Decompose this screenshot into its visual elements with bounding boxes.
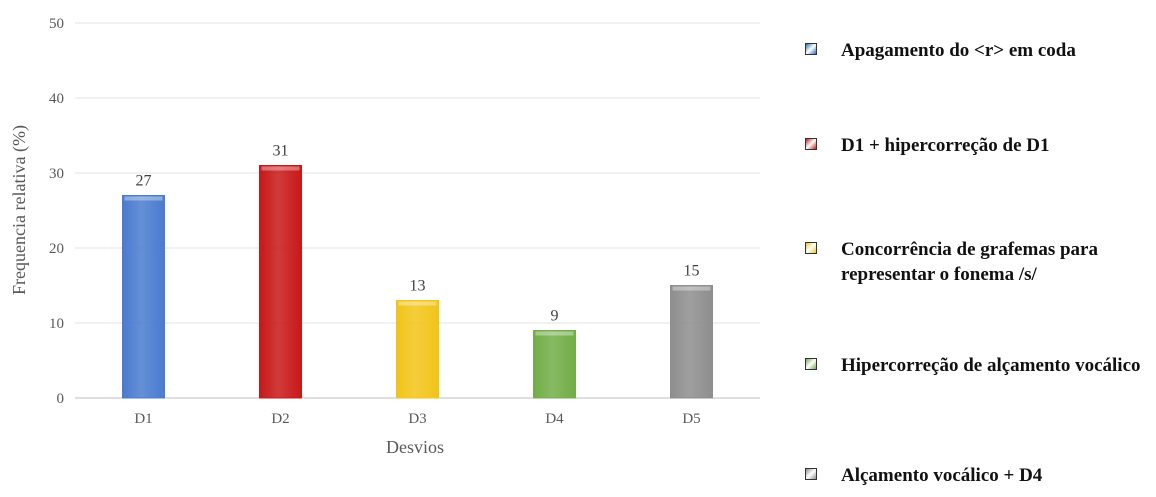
y-tick-label: 30 (49, 166, 64, 182)
x-tick-label-d4: D4 (545, 411, 564, 427)
data-label-d5: 15 (684, 263, 700, 280)
y-tick-label: 20 (49, 241, 64, 257)
bar-chart: 0 10 20 30 40 50 27 31 13 9 15 D1 D2 D3 D4 D5 Desvios… (9, 16, 760, 457)
bar-highlight-d1 (124, 196, 163, 201)
x-tick-label-d5: D5 (682, 411, 700, 427)
legend-swatch-d1 (805, 43, 817, 55)
y-tick-label: 0 (57, 391, 65, 407)
legend-item-d1: Apagamento do <r> em coda (805, 38, 1141, 63)
bar-d5 (670, 285, 713, 399)
legend-label-d3: Concorrência de grafemas para representa… (841, 239, 1098, 285)
data-label-d3: 13 (410, 278, 426, 295)
legend-label-d1: Apagamento do <r> em coda (841, 40, 1076, 61)
bars: 27 31 13 9 15 (122, 143, 713, 399)
legend-item-d4: Hipercorreção de alçamento vocálico (805, 353, 1141, 378)
y-tick-label: 50 (49, 16, 64, 32)
bar-highlight-d5 (672, 286, 711, 291)
legend-swatch-d5 (805, 468, 817, 480)
legend-item-d3: Concorrência de grafemas para representa… (805, 237, 1141, 287)
y-tick-label: 10 (49, 316, 64, 332)
x-tick-label-d3: D3 (408, 411, 426, 427)
bar-highlight-d2 (261, 166, 300, 171)
data-label-d1: 27 (136, 173, 152, 190)
x-tick-label-d1: D1 (134, 411, 152, 427)
data-label-d4: 9 (551, 308, 559, 325)
legend-item-d2: D1 + hipercorreção de D1 (805, 133, 1141, 158)
legend-item-d5: Alçamento vocálico + D4 (805, 463, 1141, 488)
y-axis-title: Frequencia relativa (%) (9, 125, 30, 295)
legend-label-d2: D1 + hipercorreção de D1 (841, 135, 1050, 156)
legend: Apagamento do <r> em coda D1 + hipercorr… (805, 0, 1155, 497)
bar-highlight-d4 (535, 331, 574, 336)
x-tick-label-d2: D2 (271, 411, 289, 427)
bar-d2 (259, 165, 302, 399)
legend-swatch-d3 (805, 242, 817, 254)
legend-swatch-d2 (805, 138, 817, 150)
bar-highlight-d3 (398, 301, 437, 306)
gridlines (75, 22, 760, 324)
x-axis-ticks: D1 D2 D3 D4 D5 (134, 411, 700, 427)
y-axis-ticks: 0 10 20 30 40 50 (49, 16, 64, 407)
bar-d3 (396, 300, 439, 399)
data-label-d2: 31 (273, 143, 289, 160)
legend-swatch-d4 (805, 358, 817, 370)
x-axis-title: Desvios (386, 437, 444, 457)
legend-label-d5: Alçamento vocálico + D4 (841, 465, 1043, 486)
y-tick-label: 40 (49, 91, 64, 107)
legend-label-d4: Hipercorreção de alçamento vocálico (841, 355, 1141, 376)
bar-d4 (533, 330, 576, 399)
bar-d1 (122, 195, 165, 399)
